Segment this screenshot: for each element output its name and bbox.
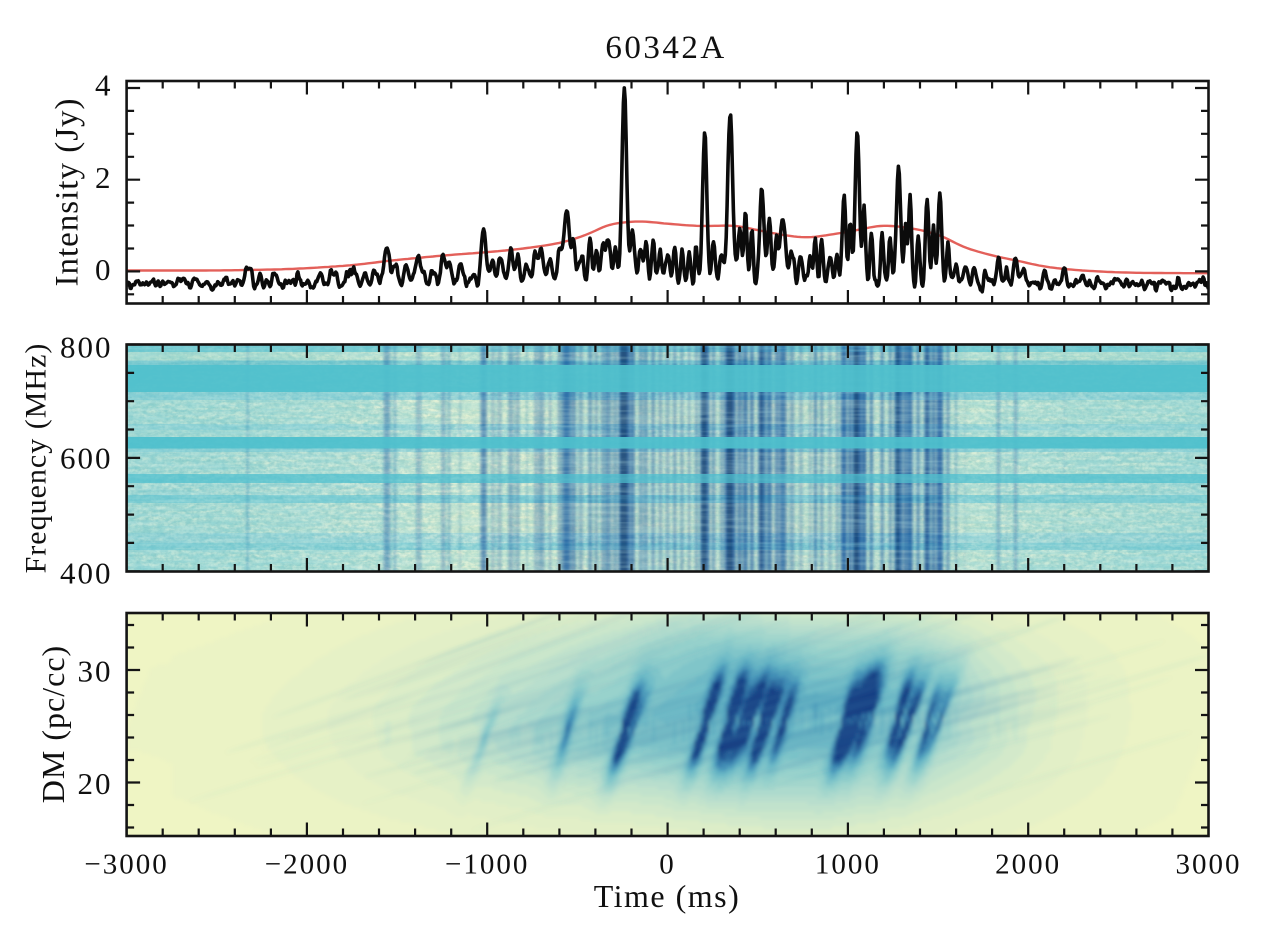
svg-text:0: 0 [95, 252, 113, 287]
svg-text:Frequency (MHz): Frequency (MHz) [20, 343, 53, 574]
svg-text:20: 20 [78, 766, 113, 801]
svg-text:800: 800 [60, 330, 113, 365]
svg-text:3000: 3000 [1176, 849, 1242, 881]
svg-text:Time (ms): Time (ms) [594, 878, 741, 914]
svg-text:−1000: −1000 [445, 849, 529, 881]
svg-text:600: 600 [60, 440, 113, 475]
svg-text:30: 30 [78, 654, 113, 689]
svg-text:4: 4 [95, 68, 113, 103]
svg-text:Intensity (Jy): Intensity (Jy) [50, 97, 86, 286]
svg-text:2: 2 [95, 160, 113, 195]
svg-text:2000: 2000 [995, 849, 1061, 881]
svg-text:−3000: −3000 [84, 849, 168, 881]
svg-text:0: 0 [659, 849, 676, 881]
svg-text:60342A: 60342A [605, 30, 726, 66]
svg-text:DM (pc/cc): DM (pc/cc) [35, 645, 71, 803]
svg-text:400: 400 [60, 555, 113, 590]
svg-text:1000: 1000 [815, 849, 881, 881]
svg-text:−2000: −2000 [265, 849, 349, 881]
